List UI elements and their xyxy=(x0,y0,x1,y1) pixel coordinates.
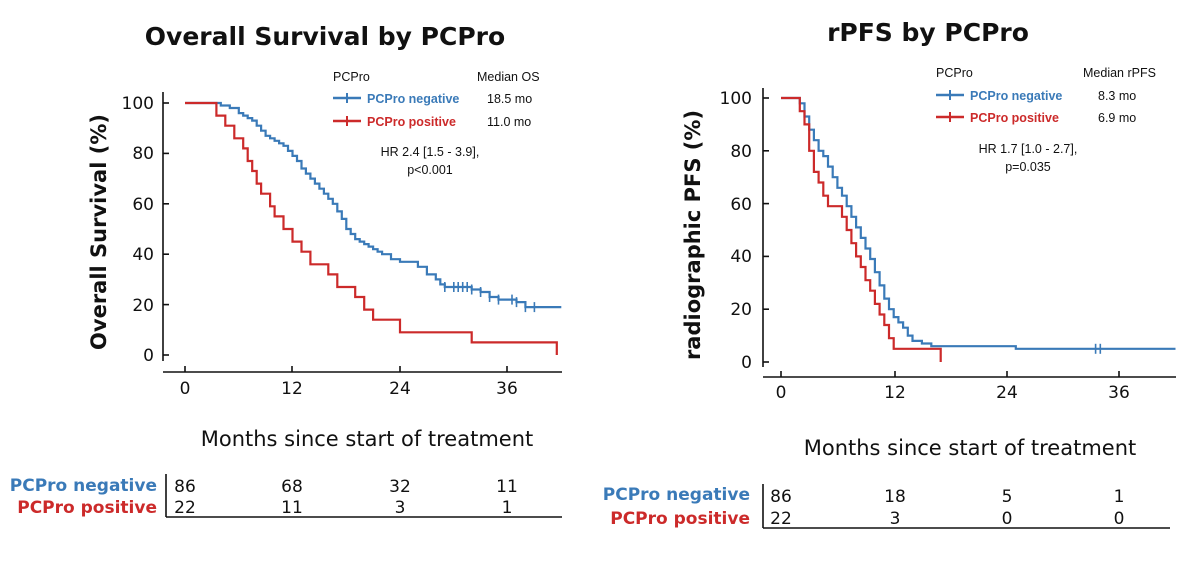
rpfs-xtick-label: 24 xyxy=(996,383,1018,403)
os-risk-value: 32 xyxy=(389,477,411,497)
os-risk-value: 68 xyxy=(281,477,303,497)
os-ytick-label: 40 xyxy=(132,245,154,265)
rpfs-legend: PCPro Median rPFS PCPro negative 8.3 mo … xyxy=(936,66,1156,174)
rpfs-risk-value: 0 xyxy=(1002,509,1013,529)
rpfs-ytick-label: 60 xyxy=(730,195,752,215)
rpfs-panel: rPFS by PCPro radiographic PFS (%) 100 8… xyxy=(603,18,1176,529)
os-legend-neg-median: 18.5 mo xyxy=(487,92,532,106)
os-risk-value: 11 xyxy=(281,498,303,518)
os-ylabel: Overall Survival (%) xyxy=(87,114,111,350)
rpfs-risk-label-positive: PCPro positive xyxy=(610,509,750,529)
os-legend-pos-label: PCPro positive xyxy=(367,115,456,129)
os-hazard-ratio: HR 2.4 [1.5 - 3.9], xyxy=(381,145,480,159)
os-ytick-label: 100 xyxy=(122,94,154,114)
rpfs-curve-negative xyxy=(781,96,1176,350)
os-risk-value: 1 xyxy=(502,498,513,518)
rpfs-risk-value: 0 xyxy=(1114,509,1125,529)
rpfs-xtick-label: 36 xyxy=(1108,383,1130,403)
rpfs-curve-positive xyxy=(781,96,942,362)
rpfs-ytick-label: 40 xyxy=(730,247,752,267)
os-risk-value: 11 xyxy=(496,477,518,497)
rpfs-risk-table: PCPro negative PCPro positive 86 18 5 1 … xyxy=(603,484,1170,529)
rpfs-legend-pos-label: PCPro positive xyxy=(970,111,1059,125)
os-legend: PCPro Median OS PCPro negative 18.5 mo P… xyxy=(333,70,540,177)
rpfs-ytick-label: 80 xyxy=(730,142,752,162)
rpfs-y-ticks: 100 80 60 40 20 0 xyxy=(720,89,769,373)
os-legend-header: PCPro xyxy=(333,70,370,84)
os-xtick-label: 0 xyxy=(180,379,191,399)
os-legend-median-header: Median OS xyxy=(477,70,540,84)
rpfs-x-ticks: 0 12 24 36 xyxy=(776,371,1130,403)
os-title: Overall Survival by PCPro xyxy=(145,22,505,51)
rpfs-risk-value: 86 xyxy=(770,487,792,507)
os-xlabel: Months since start of treatment xyxy=(201,427,534,451)
os-ytick-label: 60 xyxy=(132,195,154,215)
rpfs-xtick-label: 12 xyxy=(884,383,906,403)
rpfs-legend-pos-median: 6.9 mo xyxy=(1098,111,1136,125)
rpfs-legend-header: PCPro xyxy=(936,66,973,80)
os-risk-label-positive: PCPro positive xyxy=(17,498,157,518)
os-legend-pos-median: 11.0 mo xyxy=(487,115,531,129)
os-ytick-label: 80 xyxy=(132,144,154,164)
os-legend-neg-label: PCPro negative xyxy=(367,92,459,106)
rpfs-legend-neg-label: PCPro negative xyxy=(970,89,1062,103)
os-ytick-label: 0 xyxy=(143,346,154,366)
rpfs-xlabel: Months since start of treatment xyxy=(804,436,1137,460)
os-ytick-label: 20 xyxy=(132,296,154,316)
rpfs-risk-value: 18 xyxy=(884,487,906,507)
rpfs-hazard-ratio: HR 1.7 [1.0 - 2.7], xyxy=(979,142,1078,156)
os-xtick-label: 12 xyxy=(281,379,303,399)
os-curves xyxy=(185,101,562,355)
os-xtick-label: 24 xyxy=(389,379,411,399)
rpfs-risk-value: 3 xyxy=(890,509,901,529)
os-p-value: p<0.001 xyxy=(407,163,453,177)
rpfs-title: rPFS by PCPro xyxy=(827,18,1029,47)
os-y-ticks: 100 80 60 40 20 0 xyxy=(122,94,169,366)
rpfs-legend-median-header: Median rPFS xyxy=(1083,66,1156,80)
rpfs-p-value: p=0.035 xyxy=(1005,160,1051,174)
os-x-ticks: 0 12 24 36 xyxy=(180,366,518,399)
os-curve-positive xyxy=(185,101,558,355)
rpfs-ylabel: radiographic PFS (%) xyxy=(681,110,705,360)
rpfs-ytick-label: 100 xyxy=(720,89,752,109)
rpfs-risk-value: 22 xyxy=(770,509,792,529)
os-xtick-label: 36 xyxy=(496,379,518,399)
os-risk-label-negative: PCPro negative xyxy=(10,476,157,496)
os-risk-table: PCPro negative PCPro positive 86 68 32 1… xyxy=(10,474,562,518)
rpfs-risk-value: 1 xyxy=(1114,487,1125,507)
rpfs-risk-value: 5 xyxy=(1002,487,1013,507)
rpfs-legend-neg-median: 8.3 mo xyxy=(1098,89,1136,103)
rpfs-curves xyxy=(781,96,1176,362)
rpfs-ytick-label: 20 xyxy=(730,300,752,320)
rpfs-ytick-label: 0 xyxy=(741,353,752,373)
os-curve-negative xyxy=(185,101,562,309)
os-risk-value: 22 xyxy=(174,498,196,518)
rpfs-risk-label-negative: PCPro negative xyxy=(603,485,750,505)
rpfs-xtick-label: 0 xyxy=(776,383,787,403)
os-panel: Overall Survival by PCPro Overall Surviv… xyxy=(10,22,562,518)
os-risk-value: 86 xyxy=(174,477,196,497)
os-risk-value: 3 xyxy=(395,498,406,518)
